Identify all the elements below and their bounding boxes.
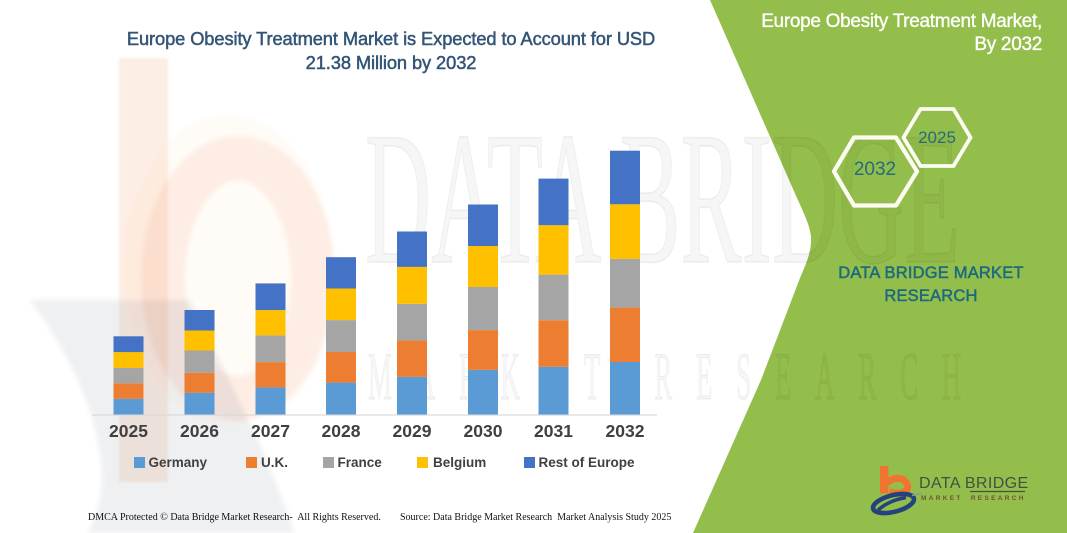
svg-text:MARKET RESEARCH: MARKET RESEARCH [368, 338, 985, 414]
svg-text:DATA BRIDGE: DATA BRIDGE [365, 94, 960, 304]
